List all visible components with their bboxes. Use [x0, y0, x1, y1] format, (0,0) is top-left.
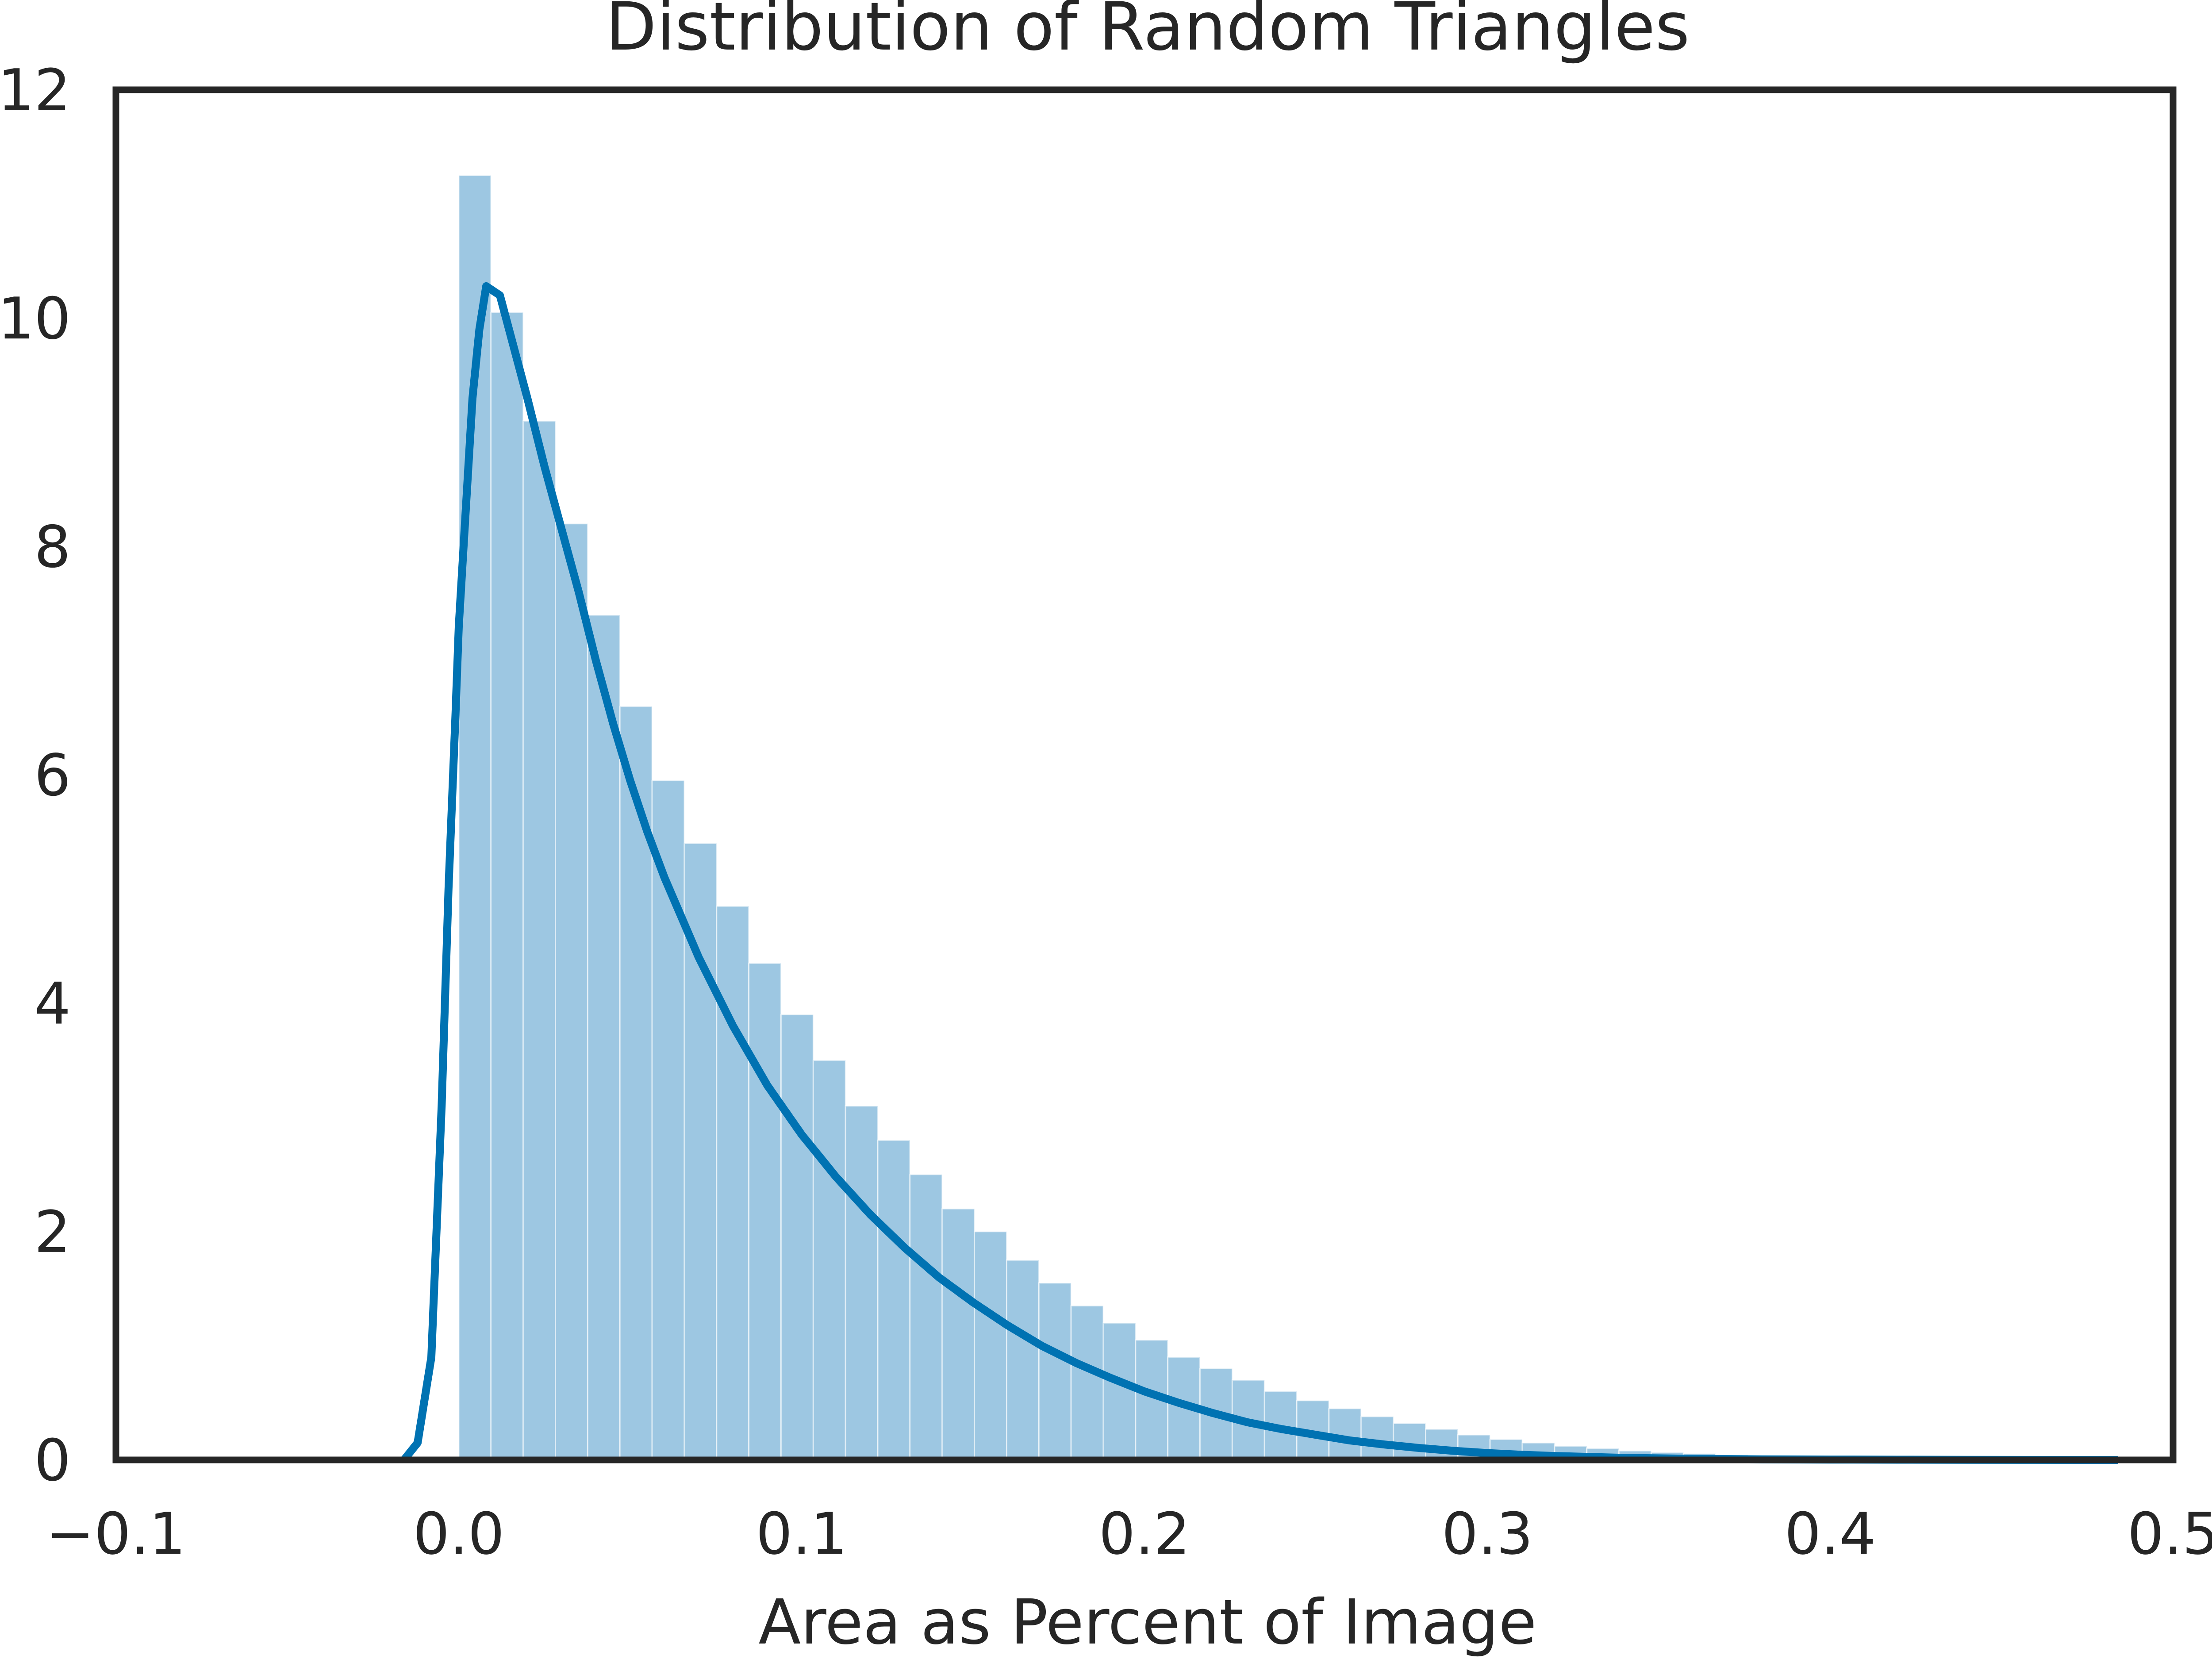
histogram-bar: [845, 1105, 879, 1461]
plot-frame: [112, 86, 2177, 1463]
y-tick-label: 6: [34, 742, 71, 809]
histogram-bar: [1393, 1422, 1426, 1461]
x-axis-label: Area as Percent of Image: [758, 1586, 1536, 1659]
kde-curve: [400, 282, 2119, 1464]
y-tick-label: 4: [34, 970, 71, 1037]
x-tick-label: 0.3: [1442, 1500, 1533, 1567]
x-tick-label: −0.1: [46, 1500, 186, 1567]
histogram-bar: [1425, 1428, 1459, 1461]
histogram-bar: [974, 1231, 1007, 1461]
histogram-bar: [1360, 1416, 1394, 1461]
y-tick-labels: 0 2 4 6 8 10 12: [0, 57, 71, 1494]
y-tick-label: 8: [34, 513, 71, 580]
histogram-bar: [1070, 1305, 1104, 1461]
histogram-bar: [522, 420, 557, 1461]
y-tick-label: 2: [34, 1198, 71, 1266]
histogram-bar: [716, 905, 750, 1461]
chart-title: Distribution of Random Triangles: [606, 0, 1690, 65]
histogram-bar: [490, 311, 524, 1461]
histogram-bar: [1006, 1259, 1040, 1461]
x-tick-label: 0.4: [1785, 1500, 1876, 1567]
histogram-bar: [1038, 1282, 1072, 1461]
x-tick-label: 0.2: [1099, 1500, 1190, 1567]
histogram-bar: [555, 523, 588, 1461]
x-tick-label: 0.0: [413, 1500, 505, 1567]
histogram-bar: [1102, 1322, 1137, 1461]
histogram-bar: [812, 1060, 846, 1461]
histogram-bar: [587, 614, 621, 1461]
x-tick-labels: −0.1 0.0 0.1 0.2 0.3 0.4 0.5: [46, 1500, 2212, 1567]
histogram-bar: [909, 1174, 943, 1461]
histogram-bar: [748, 962, 782, 1461]
y-tick-label: 10: [0, 285, 71, 352]
histogram-bars: [458, 175, 2135, 1461]
y-tick-label: 0: [34, 1427, 71, 1494]
x-tick-label: 0.1: [756, 1500, 848, 1567]
x-tick-label: 0.5: [2128, 1500, 2212, 1567]
histogram-bar: [877, 1139, 911, 1461]
histogram-bar: [780, 1014, 814, 1461]
histogram-bar: [941, 1208, 975, 1461]
kde-curve-layer: [400, 282, 2119, 1464]
y-tick-label: 12: [0, 57, 71, 124]
